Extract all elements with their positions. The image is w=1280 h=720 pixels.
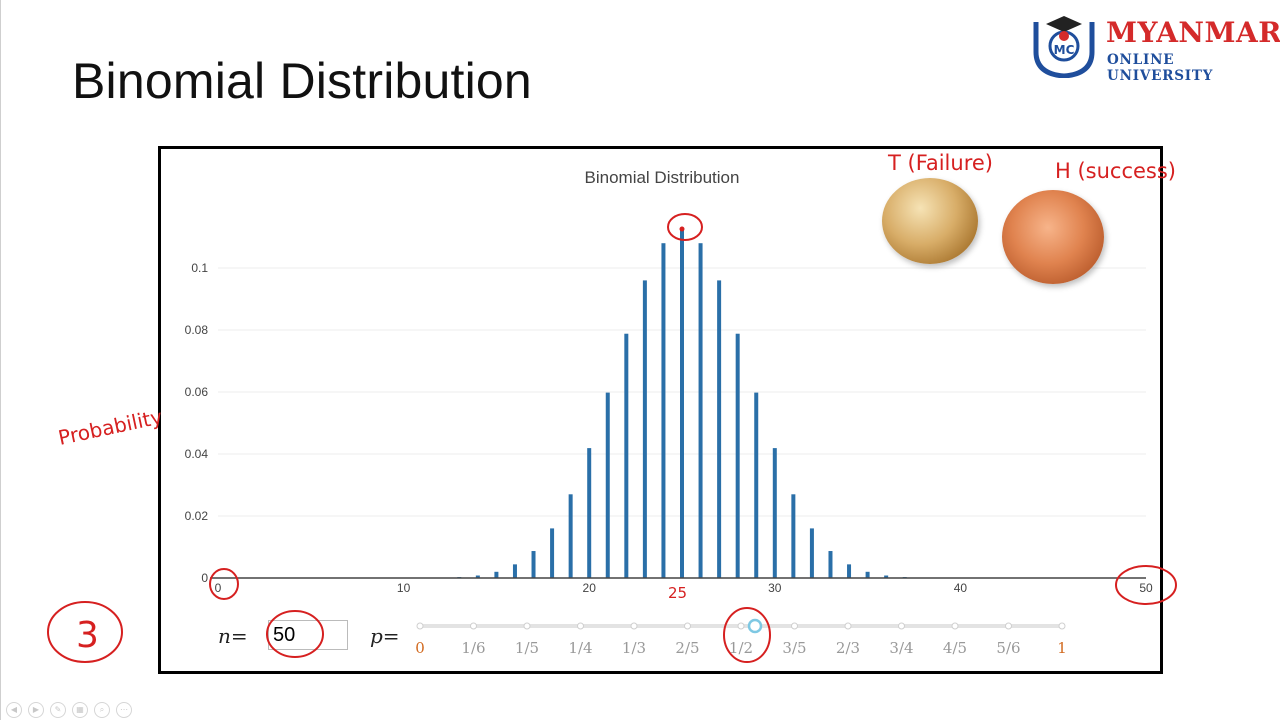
- zoom-icon[interactable]: ⌕: [94, 702, 110, 718]
- y-tick-label: 0.02: [185, 509, 209, 523]
- slider-stop-5: [684, 622, 691, 630]
- y-tick-label: 0.1: [191, 261, 208, 275]
- bar-28: [735, 333, 740, 578]
- bar-24: [661, 243, 666, 578]
- slider-stop-2: [523, 622, 531, 630]
- p-option-4: 1/3: [622, 639, 646, 657]
- three-circle: [47, 601, 123, 663]
- x-tick-label: 20: [583, 581, 597, 595]
- tails-coin-image: [882, 178, 978, 264]
- bar-18: [550, 528, 555, 578]
- x-tick-label: 30: [768, 581, 782, 595]
- chart-title: Binomial Distribution: [585, 168, 740, 187]
- y-tick-label: 0: [201, 571, 208, 585]
- slider-stop-0: [416, 622, 424, 630]
- binomial-chart: 0 0.02 0.04 0.06 0.08 0.1 0 10 20 30 40 50 Binomia…: [185, 168, 1153, 595]
- p-option-1: 1/6: [461, 639, 485, 657]
- p-option-7: 3/5: [782, 639, 806, 657]
- logo-name-line2: ONLINE UNIVERSITY: [1107, 52, 1214, 84]
- bar-20: [587, 448, 592, 578]
- slider-stop-10: [951, 622, 959, 630]
- y-tick-label: 0.06: [185, 385, 209, 399]
- n-input[interactable]: [268, 620, 348, 650]
- x-tick-label: 10: [397, 581, 411, 595]
- controls-bar: n= p= 0 1/6 1/5 1/4 1/3 2/5 1/2 3/5 2/3 3/4 4/5 5/6…: [158, 606, 1163, 670]
- bar-32: [809, 528, 814, 578]
- bar-23: [642, 280, 647, 578]
- logo-emblem-icon: MC: [1033, 16, 1095, 79]
- slider-stop-11: [1005, 622, 1012, 630]
- pen-icon[interactable]: ✎: [50, 702, 66, 718]
- slider-stop-1: [470, 622, 477, 630]
- p-option-2: 1/5: [515, 639, 539, 657]
- x-tick-label: 0: [215, 581, 222, 595]
- slider-stop-12: [1058, 622, 1066, 630]
- slider-stop-6: [737, 622, 745, 630]
- bar-30: [772, 448, 777, 578]
- logo-name-line1: MYANMAR: [1106, 16, 1280, 49]
- probability-annotation: Probability: [56, 404, 165, 449]
- bar-35: [865, 571, 870, 578]
- slider-stop-9: [898, 622, 905, 630]
- bar-27: [717, 280, 722, 578]
- x-tick-label: 50: [1139, 581, 1153, 595]
- slide-left-border: [0, 0, 1, 720]
- slide-toolbar: ◀ ▶ ✎ ▦ ⌕ ⋯: [6, 699, 138, 718]
- x-axis-ticks: 0 10 20 30 40 50: [215, 581, 1153, 595]
- logo-initials: MC: [1054, 43, 1075, 57]
- bar-16: [512, 564, 517, 578]
- p-option-3: 1/4: [568, 639, 592, 657]
- slider-handle: [747, 618, 763, 634]
- bar-34: [847, 564, 852, 578]
- p-option-10: 4/5: [943, 639, 967, 657]
- previous-icon[interactable]: ◀: [6, 702, 22, 718]
- p-slider[interactable]: 0 1/6 1/5 1/4 1/3 2/5 1/2 3/5 2/3 3/4 4/5 5/6 1: [416, 616, 1066, 666]
- university-logo: MC MYANMAR ONLINE UNIVERSITY: [1030, 12, 1280, 84]
- bar-series: [438, 229, 926, 579]
- bar-36: [884, 575, 889, 578]
- next-icon[interactable]: ▶: [28, 702, 44, 718]
- y-tick-label: 0.08: [185, 323, 209, 337]
- chart-frame: [158, 146, 1163, 674]
- p-option-5: 2/5: [675, 639, 699, 657]
- slider-stop-8: [844, 622, 852, 630]
- p-option-11: 5/6: [996, 639, 1020, 657]
- slider-stop-4: [630, 622, 638, 630]
- more-icon[interactable]: ⋯: [116, 702, 132, 718]
- p-label: p=: [370, 624, 400, 648]
- bar-29: [754, 392, 759, 578]
- y-axis-ticks: 0 0.02 0.04 0.06 0.08 0.1: [185, 261, 209, 585]
- bar-19: [568, 494, 573, 578]
- bar-25: [680, 229, 684, 578]
- p-option-8: 2/3: [836, 639, 860, 657]
- bar-17: [531, 551, 536, 578]
- bar-14: [475, 575, 480, 578]
- bar-31: [791, 494, 796, 578]
- p-option-12: 1: [1057, 639, 1066, 657]
- slider-stop-3: [577, 622, 584, 630]
- y-tick-label: 0.04: [185, 447, 209, 461]
- slide-title: Binomial Distribution: [72, 53, 532, 109]
- x-tick-label: 40: [954, 581, 968, 595]
- three-annotation: 3: [76, 615, 99, 656]
- p-option-0: 0: [416, 639, 425, 657]
- p-option-9: 3/4: [889, 639, 913, 657]
- bar-22: [624, 333, 629, 578]
- bar-33: [828, 551, 833, 578]
- n-label: n=: [218, 624, 248, 648]
- heads-coin-image: [1002, 190, 1104, 284]
- slider-stop-7: [791, 622, 798, 630]
- bar-26: [698, 243, 703, 578]
- slides-icon[interactable]: ▦: [72, 702, 88, 718]
- bar-15: [494, 571, 499, 578]
- p-option-6: 1/2: [729, 639, 753, 657]
- bar-21: [605, 392, 610, 578]
